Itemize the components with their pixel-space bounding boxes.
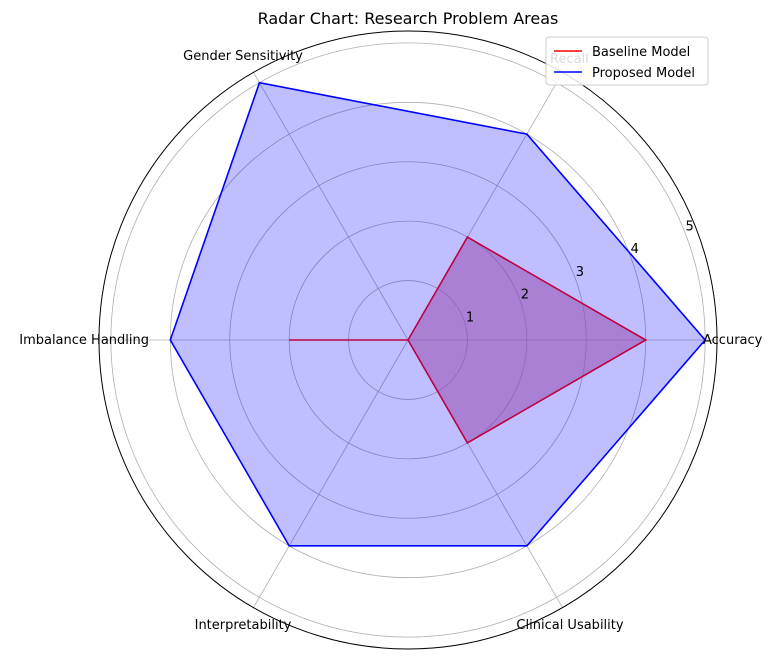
legend-label-proposed: Proposed Model (592, 66, 695, 81)
chart-title: Radar Chart: Research Problem Areas (258, 9, 559, 28)
legend-label-baseline: Baseline Model (592, 45, 690, 60)
radial-tick-label: 2 (521, 288, 529, 303)
radial-tick-label: 1 (466, 310, 474, 325)
legend-box (545, 36, 709, 86)
category-label: Interpretability (195, 618, 292, 633)
series-line-1 (169, 81, 707, 547)
grid-spoke (253, 339, 409, 608)
category-label: Clinical Usability (516, 618, 623, 633)
category-label: Gender Sensitivity (183, 49, 303, 64)
series-line-0 (289, 235, 648, 445)
series-fill-1 (170, 82, 706, 546)
radial-tick-label: 3 (576, 265, 584, 280)
outer-frame (98, 30, 718, 650)
radial-tick-labels: 1 2 3 4 5 (466, 219, 694, 325)
legend: Baseline Model Proposed Model (545, 36, 709, 86)
axis-labels: AccuracyRecallGender SensitivityImbalanc… (19, 49, 762, 633)
radial-tick-label: 4 (631, 242, 639, 257)
radial-tick-label: 5 (685, 219, 693, 234)
category-label: Accuracy (703, 333, 763, 348)
grid-spoke (253, 72, 409, 341)
series-layer (169, 81, 707, 547)
category-label: Imbalance Handling (19, 333, 149, 348)
